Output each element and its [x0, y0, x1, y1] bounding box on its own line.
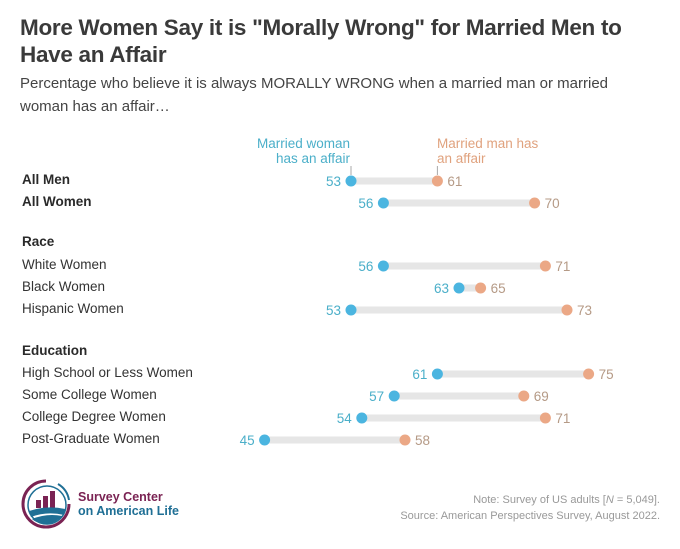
- dot-married-man: [529, 197, 541, 209]
- value-label-woman: 53: [326, 174, 341, 189]
- dot-married-man: [561, 304, 573, 316]
- row-label: Black Women: [22, 279, 106, 294]
- survey-center-logo-icon: [21, 479, 71, 529]
- logo-line-1: Survey Center: [78, 490, 163, 504]
- row-label: White Women: [22, 257, 107, 272]
- section-label-education: Education: [22, 343, 88, 358]
- row-label: Hispanic Women: [22, 301, 124, 316]
- source-note: Note: Survey of US adults [N = 5,049]. S…: [400, 492, 660, 524]
- dot-married-woman: [345, 175, 357, 187]
- dot-married-woman: [259, 434, 271, 446]
- note-line-2: Source: American Perspectives Survey, Au…: [400, 510, 660, 522]
- value-label-man: 61: [447, 174, 462, 189]
- legend-woman-line-2: has an affair: [275, 151, 350, 166]
- value-label-man: 58: [415, 433, 430, 448]
- value-label-man: 73: [577, 303, 592, 318]
- dot-married-woman: [377, 197, 389, 209]
- legend-man-line-1: Married man has: [437, 136, 539, 151]
- value-label-man: 71: [555, 411, 570, 426]
- section-label-race: Race: [22, 234, 55, 249]
- dot-married-woman: [388, 390, 400, 402]
- dot-married-man: [539, 412, 551, 424]
- dot-married-man: [583, 368, 595, 380]
- dot-married-woman: [453, 282, 465, 294]
- value-label-woman: 56: [358, 196, 373, 211]
- logo-text: Survey Center on American Life: [78, 490, 179, 518]
- row-label: High School or Less Women: [22, 365, 193, 380]
- row-label: All Men: [22, 172, 71, 187]
- value-label-woman: 63: [434, 281, 449, 296]
- dot-married-man: [518, 390, 530, 402]
- value-label-woman: 56: [358, 259, 373, 274]
- row-label: Some College Women: [22, 387, 157, 402]
- value-label-man: 69: [534, 389, 549, 404]
- chart-subtitle: Percentage who believe it is always MORA…: [20, 75, 609, 115]
- legend-woman-line-1: Married woman: [256, 136, 350, 151]
- note-line-1: Note: Survey of US adults [N = 5,049].: [473, 494, 660, 506]
- value-label-man: 70: [545, 196, 560, 211]
- value-label-woman: 45: [240, 433, 255, 448]
- value-label-woman: 57: [369, 389, 384, 404]
- value-label-man: 65: [491, 281, 506, 296]
- logo-line-2: on American Life: [78, 504, 179, 518]
- dot-married-man: [431, 175, 443, 187]
- dot-married-man: [475, 282, 487, 294]
- row-label: Post-Graduate Women: [22, 431, 160, 446]
- value-label-man: 71: [555, 259, 570, 274]
- value-label-woman: 61: [412, 367, 427, 382]
- row-label: All Women: [22, 194, 92, 209]
- dot-married-woman: [345, 304, 357, 316]
- row-label: College Degree Women: [22, 409, 166, 424]
- value-label-woman: 53: [326, 303, 341, 318]
- legend-man-line-2: an affair: [437, 151, 486, 166]
- dot-married-man: [399, 434, 411, 446]
- dot-married-woman: [377, 260, 389, 272]
- chart-title: More Women Say it is "Morally Wrong" for…: [20, 15, 622, 67]
- value-label-woman: 54: [337, 411, 353, 426]
- dot-married-man: [539, 260, 551, 272]
- legend-married-man: Married man has an affair: [437, 136, 538, 166]
- legend-married-woman: Married woman has an affair: [257, 136, 350, 166]
- dot-married-woman: [356, 412, 368, 424]
- dot-married-woman: [431, 368, 443, 380]
- value-label-man: 75: [599, 367, 614, 382]
